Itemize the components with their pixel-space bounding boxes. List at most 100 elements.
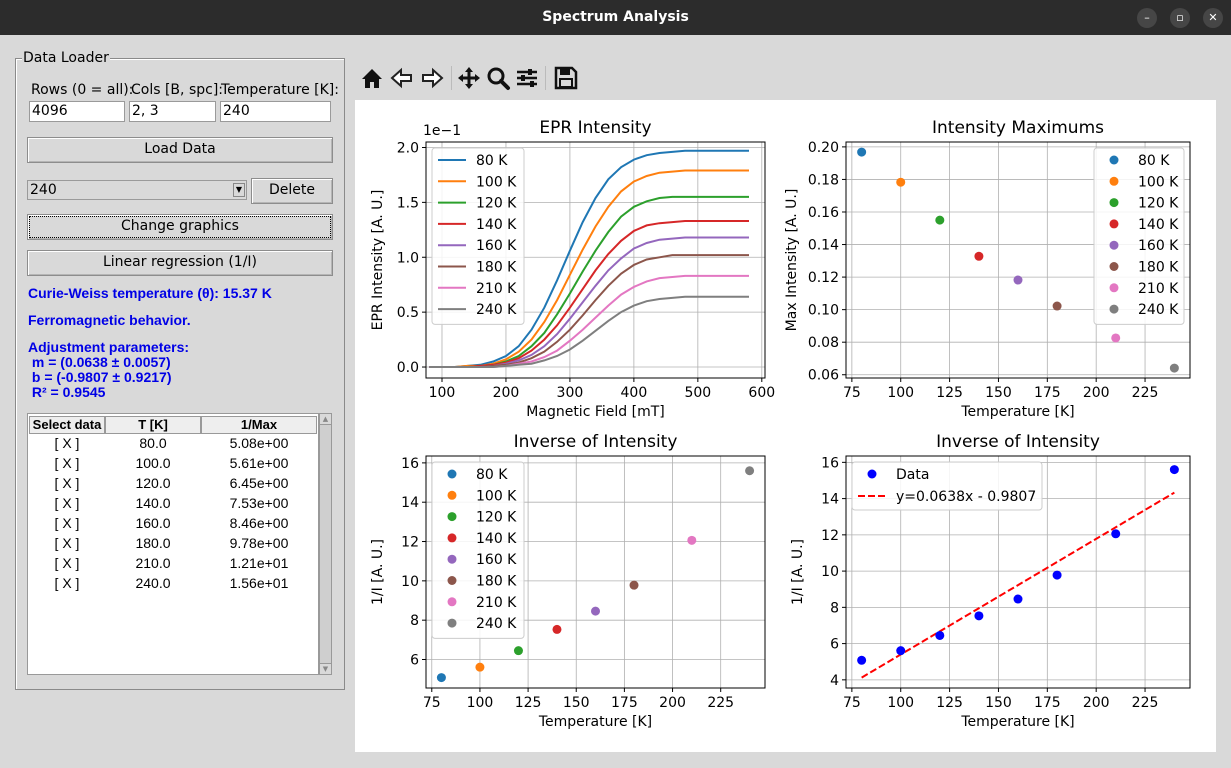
y-tick-label: 0.12 [808, 270, 839, 286]
legend-marker [1109, 283, 1119, 293]
table-row[interactable]: [ X ] 240.0 1.56e+01 [28, 575, 318, 595]
point-100K [896, 177, 906, 187]
legend-label: 210 K [476, 281, 517, 297]
maximize-button[interactable]: ▫ [1170, 8, 1190, 28]
minimize-button[interactable]: – [1137, 8, 1157, 28]
y-tick-label: 0.16 [808, 205, 839, 221]
rows-input[interactable]: 4096 [29, 101, 125, 122]
legend-marker [1109, 240, 1119, 250]
legend-marker [867, 469, 877, 479]
y-tick-label: 6 [410, 652, 419, 668]
table-row[interactable]: [ X ] 210.0 1.21e+01 [28, 555, 318, 575]
table-row[interactable]: [ X ] 100.0 5.61e+00 [28, 455, 318, 475]
scroll-down-icon[interactable]: ▼ [320, 663, 331, 674]
cell-inverse-max: 1.56e+01 [229, 575, 289, 591]
x-tick-label: 100 [429, 385, 456, 401]
cols-input[interactable]: 2, 3 [129, 101, 216, 122]
data-table[interactable]: Select data T [K] 1/Max [ X ] 80.0 5.08e+0… [27, 413, 319, 675]
legend: 80 K 100 K 120 K 140 K 160 K 180 K 210 K 240 K [431, 147, 525, 325]
legend-label: 210 K [476, 595, 517, 611]
table-row[interactable]: [ X ] 180.0 9.78e+00 [28, 535, 318, 555]
cell-select: [ X ] [54, 555, 80, 571]
legend-label: 140 K [1138, 217, 1179, 233]
x-tick-label: 175 [1034, 695, 1061, 711]
x-tick-label: 175 [1034, 385, 1061, 401]
x-tick-label: 600 [748, 385, 775, 401]
legend-label: 160 K [476, 238, 517, 254]
back-icon[interactable] [388, 64, 416, 92]
zoom-icon[interactable] [484, 64, 512, 92]
scroll-up-icon[interactable]: ▲ [320, 414, 331, 425]
x-tick-label: 500 [684, 385, 711, 401]
temperature-select[interactable]: 240 ▼ [27, 180, 247, 200]
y-tick-label: 8 [410, 613, 419, 629]
pan-icon[interactable] [455, 64, 483, 92]
table-row[interactable]: [ X ] 160.0 8.46e+00 [28, 515, 318, 535]
temperature-input[interactable]: 240 [220, 101, 331, 122]
x-tick-label: 100 [887, 695, 914, 711]
legend-marker [1109, 219, 1119, 229]
legend-label: 210 K [1138, 281, 1179, 297]
cell-inverse-max: 5.61e+00 [229, 455, 289, 471]
legend-label: Data [896, 467, 929, 483]
chevron-down-icon[interactable]: ▼ [233, 183, 245, 197]
legend-box [1093, 147, 1185, 325]
chart-title: Inverse of Intensity [514, 432, 678, 452]
legend-box [851, 461, 1043, 511]
data-point [1169, 465, 1179, 475]
cell-temperature: 140.0 [135, 495, 171, 511]
table-scrollbar[interactable]: ▲ ▼ [319, 413, 332, 675]
legend: 80 K 100 K 120 K 140 K 160 K 180 K 210 K 240 K [431, 461, 525, 639]
data-point [974, 611, 984, 621]
cols-label: Cols [B, spc]: [131, 82, 223, 98]
x-tick-label: 200 [659, 695, 686, 711]
x-axis-label: Temperature [K] [960, 714, 1074, 730]
forward-icon[interactable] [418, 64, 446, 92]
load-data-button[interactable]: Load Data [27, 137, 333, 163]
rows-label: Rows (0 = all): [31, 82, 134, 98]
table-row[interactable]: [ X ] 140.0 7.53e+00 [28, 495, 318, 515]
point-160K [1013, 275, 1023, 285]
legend-box [431, 147, 525, 325]
legend-label: y=0.0638x - 0.9807 [896, 489, 1036, 505]
close-button[interactable]: ✕ [1203, 8, 1223, 28]
x-tick-label: 125 [936, 695, 963, 711]
data-point [1111, 529, 1121, 539]
header-temperature[interactable]: T [K] [105, 416, 201, 434]
table-row[interactable]: [ X ] 120.0 6.45e+00 [28, 475, 318, 495]
cell-select: [ X ] [54, 435, 80, 451]
point-140K [552, 624, 562, 634]
header-inverse-max[interactable]: 1/Max [201, 416, 317, 434]
figure-svg: 100 200 300 400 500 600 0.0 0.5 1.0 1.5 2.01e−1 EPR… [370, 118, 1191, 730]
cell-temperature: 240.0 [135, 575, 171, 591]
chart-title: Inverse of Intensity [936, 432, 1100, 452]
plot-area [429, 149, 749, 368]
home-icon[interactable] [358, 64, 386, 92]
configure-icon[interactable] [513, 64, 541, 92]
point-140K [974, 251, 984, 261]
adjustment-r2: R² = 0.9545 [28, 384, 106, 400]
linear-regression-button[interactable]: Linear regression (1/I) [27, 250, 333, 276]
legend-label: 80 K [1138, 153, 1170, 169]
temperature-select-value: 240 [30, 182, 57, 198]
y-tick-label: 12 [821, 528, 839, 544]
legend-marker [1109, 304, 1119, 314]
behavior-text: Ferromagnetic behavior. [28, 312, 191, 328]
toolbar-separator [451, 66, 452, 90]
header-select[interactable]: Select data [29, 416, 105, 434]
save-icon[interactable] [552, 64, 580, 92]
change-graphics-button[interactable]: Change graphics [27, 214, 333, 240]
delete-button[interactable]: Delete [251, 178, 333, 204]
y-tick-label: 0.10 [808, 303, 839, 319]
legend-label: 160 K [476, 552, 517, 568]
y-tick-label: 0.18 [808, 172, 839, 188]
figure-canvas[interactable]: 100 200 300 400 500 600 0.0 0.5 1.0 1.5 2.0 1e−1 EPR… [355, 100, 1216, 752]
legend-label: 240 K [476, 616, 517, 632]
curie-weiss-text: Curie-Weiss temperature (θ): 15.37 K [28, 285, 272, 301]
y-tick-label: 14 [821, 492, 839, 508]
table-row[interactable]: [ X ] 80.0 5.08e+00 [28, 435, 318, 455]
cell-temperature: 210.0 [135, 555, 171, 571]
point-80K [436, 673, 446, 683]
x-tick-label: 225 [1132, 695, 1159, 711]
x-axis-label: Temperature [K] [960, 404, 1074, 420]
